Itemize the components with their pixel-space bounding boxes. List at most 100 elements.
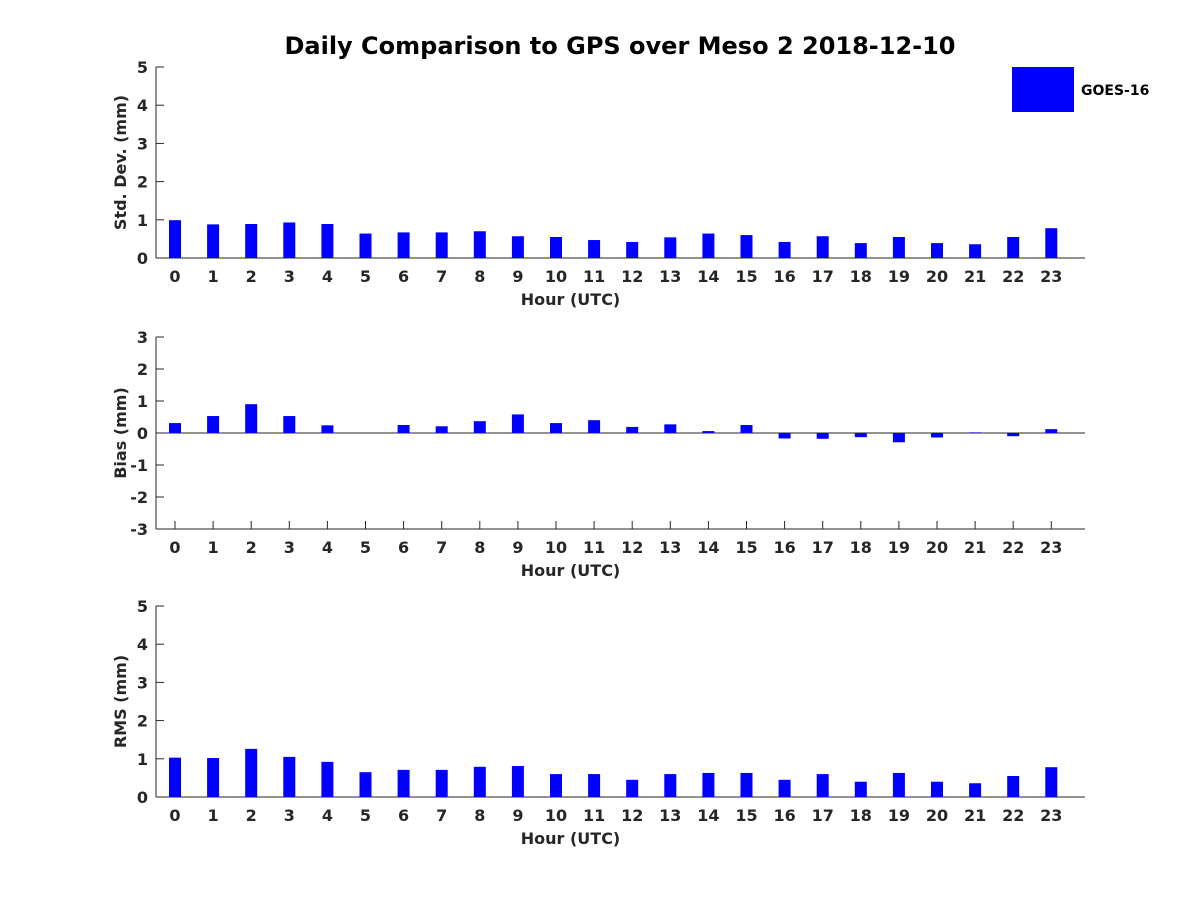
rms-x-tick-label: 6 bbox=[398, 806, 409, 825]
bias-x-tick-label: 16 bbox=[773, 538, 795, 557]
bias-x-axis-label: Hour (UTC) bbox=[521, 561, 621, 580]
bias-x-tick-label: 14 bbox=[697, 538, 719, 557]
rms-x-tick-label: 0 bbox=[169, 806, 180, 825]
rms-bar-hour-15: 15: 0.63 bbox=[740, 772, 753, 797]
std-dev-x-tick-label: 0 bbox=[169, 267, 180, 286]
bias-x-tick-label: 10 bbox=[545, 538, 567, 557]
chart-title: Daily Comparison to GPS over Meso 2 2018… bbox=[284, 32, 955, 60]
bias-bar-hour-8: 8: 0.37 bbox=[473, 421, 486, 433]
rms-x-tick-label: 19 bbox=[888, 806, 910, 825]
rms-bar-hour-1: 1: 1.02 bbox=[207, 758, 220, 797]
std-dev-x-tick-label: 13 bbox=[659, 267, 681, 286]
rms-x-tick-label: 4 bbox=[322, 806, 333, 825]
rms-x-axis-label: Hour (UTC) bbox=[521, 829, 621, 848]
bias-y-tick-label: 3 bbox=[137, 328, 148, 347]
std-dev-y-tick-label: 0 bbox=[137, 249, 148, 268]
bias-x-tick-label: 6 bbox=[398, 538, 409, 557]
legend-swatch bbox=[1012, 67, 1074, 112]
rms-bar-hour-7: 7: 0.71 bbox=[435, 769, 448, 797]
std-dev-x-tick-label: 12 bbox=[621, 267, 643, 286]
rms-x-tick-label: 17 bbox=[812, 806, 834, 825]
bias-bar-hour-12: 12: 0.19 bbox=[626, 426, 639, 433]
std-dev-y-tick-label: 1 bbox=[137, 211, 148, 230]
rms-y-tick-label: 4 bbox=[137, 635, 148, 654]
std-dev-y-tick-label: 4 bbox=[137, 96, 148, 115]
bias-x-tick-label: 23 bbox=[1040, 538, 1062, 557]
bias-bar-hour-15: 15: 0.25 bbox=[740, 425, 753, 433]
rms-bar-hour-21: 21: 0.36 bbox=[969, 783, 982, 797]
std-dev-y-tick-label: 2 bbox=[137, 173, 148, 192]
rms-x-tick-label: 11 bbox=[583, 806, 605, 825]
bias-bar-hour-1: 1: 0.53 bbox=[207, 416, 220, 433]
bias-x-tick-label: 21 bbox=[964, 538, 986, 557]
std-dev-bar-hour-10: 10: 0.55 bbox=[550, 236, 562, 258]
rms-bar-hour-19: 19: 0.63 bbox=[892, 772, 905, 797]
rms-bar-hour-17: 17: 0.6 bbox=[816, 774, 829, 797]
bias-x-tick-label: 20 bbox=[926, 538, 948, 557]
std-dev-bar-hour-19: 19: 0.55 bbox=[892, 236, 905, 258]
bias-y-tick-label: 2 bbox=[137, 360, 148, 379]
std-dev-bar-hour-15: 15: 0.6 bbox=[740, 235, 753, 258]
legend-label: GOES-16 bbox=[1081, 83, 1149, 99]
std-dev-bar-hour-16: 16: 0.42 bbox=[778, 241, 791, 258]
std-dev-x-tick-label: 8 bbox=[474, 267, 485, 286]
bias-y-axis-label: Bias (mm) bbox=[111, 387, 130, 479]
rms-bar-hour-20: 20: 0.4 bbox=[931, 781, 943, 797]
rms-bar-hour-23: 23: 0.78 bbox=[1045, 767, 1058, 797]
std-dev-x-tick-label: 20 bbox=[926, 267, 948, 286]
std-dev-bar-hour-18: 18: 0.39 bbox=[854, 243, 867, 258]
bias-y-tick-label: 1 bbox=[137, 392, 148, 411]
std-dev-x-tick-label: 17 bbox=[812, 267, 834, 286]
bias-x-tick-label: 8 bbox=[474, 538, 485, 557]
bias-bar-hour-4: 4: 0.24 bbox=[321, 425, 334, 433]
std-dev-x-axis-label: Hour (UTC) bbox=[521, 290, 621, 309]
rms-y-tick-label: 5 bbox=[137, 597, 148, 616]
bias-x-tick-label: 17 bbox=[812, 538, 834, 557]
std-dev-x-tick-label: 23 bbox=[1040, 267, 1062, 286]
std-dev-x-tick-label: 6 bbox=[398, 267, 409, 286]
rms-bar-hour-3: 3: 1.05 bbox=[283, 756, 296, 797]
bias-bar-hour-6: 6: 0.25 bbox=[397, 425, 410, 433]
std-dev-x-tick-label: 3 bbox=[284, 267, 295, 286]
bias-bar-hour-2: 2: 0.9 bbox=[245, 404, 258, 433]
rms-x-tick-label: 15 bbox=[735, 806, 757, 825]
std-dev-bar-hour-5: 5: 0.64 bbox=[359, 233, 372, 258]
rms-x-tick-label: 10 bbox=[545, 806, 567, 825]
rms-bar-hour-18: 18: 0.4 bbox=[854, 781, 867, 797]
panel-rms: 01234500: 1.03 11: 1.02 22: 1.26 33: 1.05 44… bbox=[111, 597, 1085, 848]
bias-x-tick-label: 5 bbox=[360, 538, 371, 557]
std-dev-x-tick-label: 5 bbox=[360, 267, 371, 286]
std-dev-bar-hour-14: 14: 0.64 bbox=[702, 233, 715, 258]
rms-x-tick-label: 7 bbox=[436, 806, 447, 825]
rms-x-tick-label: 13 bbox=[659, 806, 681, 825]
std-dev-x-tick-label: 2 bbox=[246, 267, 257, 286]
std-dev-x-tick-label: 11 bbox=[583, 267, 605, 286]
std-dev-bar-hour-21: 21: 0.36 bbox=[969, 244, 982, 258]
rms-bar-hour-2: 2: 1.26 bbox=[245, 748, 258, 797]
bias-bar-hour-11: 11: 0.4 bbox=[588, 420, 601, 433]
legend: GOES-16 bbox=[1012, 67, 1149, 112]
rms-bar-hour-6: 6: 0.71 bbox=[397, 769, 410, 797]
panel-std-dev: 01234500: 0.99 11: 0.88 22: 0.89 33: 0.93 44… bbox=[111, 58, 1085, 309]
bias-x-tick-label: 9 bbox=[512, 538, 523, 557]
rms-x-tick-label: 22 bbox=[1002, 806, 1024, 825]
bias-x-tick-label: 11 bbox=[583, 538, 605, 557]
bias-x-tick-label: 0 bbox=[169, 538, 180, 557]
rms-x-tick-label: 18 bbox=[850, 806, 872, 825]
panel-bias: -3-2-1012300: 0.31 11: 0.53 22: 0.9 33: 0.5… bbox=[111, 328, 1085, 580]
std-dev-x-tick-label: 18 bbox=[850, 267, 872, 286]
rms-bar-hour-0: 0: 1.03 bbox=[169, 757, 181, 797]
std-dev-x-tick-label: 4 bbox=[322, 267, 333, 286]
bias-bar-hour-14: 14: 0.06 bbox=[702, 431, 715, 433]
std-dev-x-tick-label: 15 bbox=[735, 267, 757, 286]
std-dev-bar-hour-1: 1: 0.88 bbox=[207, 224, 220, 258]
rms-y-tick-label: 0 bbox=[137, 788, 148, 807]
std-dev-x-tick-label: 10 bbox=[545, 267, 567, 286]
std-dev-bar-hour-4: 4: 0.89 bbox=[321, 224, 334, 258]
std-dev-x-tick-label: 7 bbox=[436, 267, 447, 286]
bias-bar-hour-22: 22: -0.1 bbox=[1007, 433, 1020, 437]
std-dev-x-tick-label: 1 bbox=[208, 267, 219, 286]
bias-x-tick-label: 22 bbox=[1002, 538, 1024, 557]
bias-x-tick-label: 4 bbox=[322, 538, 333, 557]
